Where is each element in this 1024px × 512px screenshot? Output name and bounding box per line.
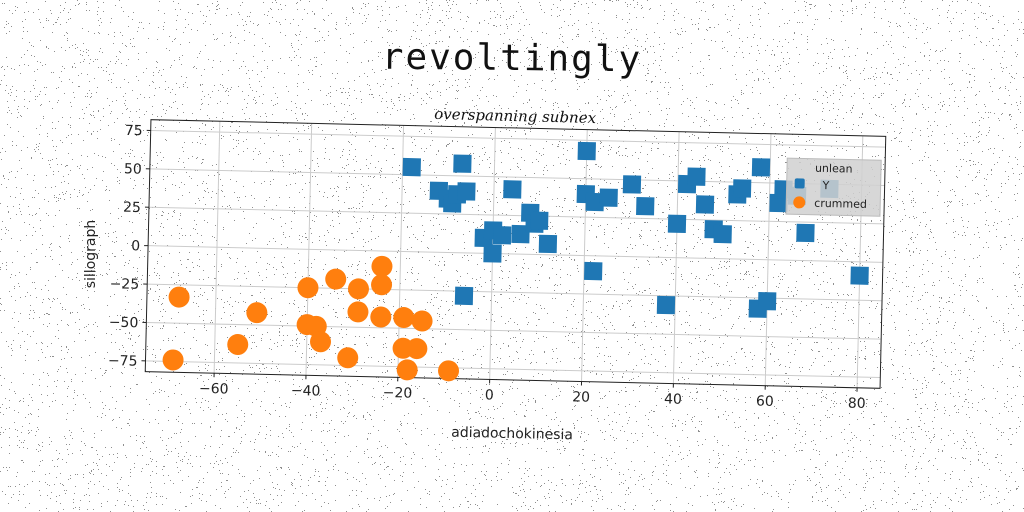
scatter-point-circle (370, 306, 392, 328)
tick-layer: −60 −40 −20 0 20 40 60 80 −75 −50 −25 0 25 50 75 (108, 123, 866, 412)
scatter-point-square (850, 266, 869, 285)
scatter-point-square (622, 175, 642, 194)
scatter-point-square (695, 195, 715, 214)
scatter-point-circle (406, 338, 428, 360)
legend-label-series-2: crummed (814, 197, 867, 211)
y-gridline (148, 206, 884, 225)
x-tick-label: −20 (383, 385, 413, 402)
scatter-point-square (503, 180, 522, 199)
scatter-point-circle (168, 286, 190, 308)
x-axis-label: adiadochokinesia (451, 425, 573, 444)
x-tick-label: 60 (756, 393, 774, 409)
legend-box (785, 157, 882, 217)
y-tick-label: −50 (109, 315, 139, 332)
y-tick-label: −25 (109, 276, 139, 293)
scatter-point-square (492, 226, 512, 245)
scatter-point-square (687, 167, 706, 186)
scatter-point-square (584, 261, 603, 281)
y-gridline (146, 321, 882, 340)
y-tick-label: 25 (123, 200, 141, 216)
y-gridline (148, 245, 883, 263)
scatter-point-circle (227, 334, 249, 356)
scatter-point-square (732, 179, 752, 198)
scatter-point-square (454, 286, 474, 306)
y-tick-label: 75 (125, 123, 143, 139)
scatter-point-square (751, 158, 771, 177)
scatter-point-square (457, 182, 476, 201)
chart-title: overspanning subnex (434, 105, 597, 127)
scatter-point-square (757, 292, 777, 311)
scatter-point-square (796, 223, 815, 243)
y-tick-label: 50 (124, 161, 142, 177)
x-tick-label: 80 (848, 396, 866, 412)
scatter-point-circle (371, 255, 393, 277)
scatter-point-circle (310, 331, 332, 353)
scatter-point-square (511, 224, 530, 244)
y-gridline (145, 360, 881, 379)
scatter-point-circle (347, 278, 369, 300)
scatter-point-square (585, 192, 604, 212)
x-tick-label: −60 (199, 381, 229, 398)
scatter-point-square (402, 157, 421, 177)
scatter-point-square (538, 234, 558, 254)
x-tick-label: −40 (291, 383, 321, 400)
legend-label-series-1: Y (821, 179, 829, 192)
y-tick-label: −75 (108, 353, 138, 370)
scatter-point-square (656, 295, 676, 315)
legend-title: unlean (815, 162, 853, 176)
scatter-point-circle (297, 277, 319, 299)
y-tick-label: 0 (131, 238, 140, 254)
scatter-point-circle (396, 359, 418, 381)
y-gridline (150, 129, 886, 148)
scatter-point-circle (246, 302, 268, 324)
y-gridline (149, 168, 885, 187)
scatter-point-circle (325, 268, 347, 290)
scatter-point-square (667, 214, 687, 234)
scatter-point-square (713, 224, 732, 244)
x-tick-label: 0 (485, 387, 494, 403)
scatter-point-square (599, 188, 618, 207)
scatter-point-circle (162, 349, 184, 371)
scatter-point-square (530, 211, 549, 230)
scatter-point-square (636, 197, 655, 216)
scatter-point-circle (337, 347, 359, 369)
scatter-point-circle (393, 307, 415, 329)
scatter-point-square (577, 141, 596, 161)
y-axis-label: sillograph (83, 220, 99, 289)
scatter-point-circle (347, 301, 369, 323)
legend: unlean Y crummed (785, 157, 882, 217)
scatter-point-circle (411, 310, 433, 332)
scatter-point-square (769, 193, 788, 213)
legend-swatch-square (794, 178, 805, 189)
scatter-point-square (483, 244, 502, 263)
grid-layer (145, 121, 886, 388)
scatter-point-circle (371, 274, 393, 296)
x-tick-label: 20 (572, 389, 590, 405)
plot-group: −60 −40 −20 0 20 40 60 80 −75 −50 −25 0 25 50 75 unlea… (108, 119, 887, 412)
x-tick-label: 40 (664, 391, 682, 407)
scatter-point-square (453, 154, 472, 173)
legend-swatch-circle (793, 196, 806, 209)
scatter-point-circle (438, 360, 460, 382)
